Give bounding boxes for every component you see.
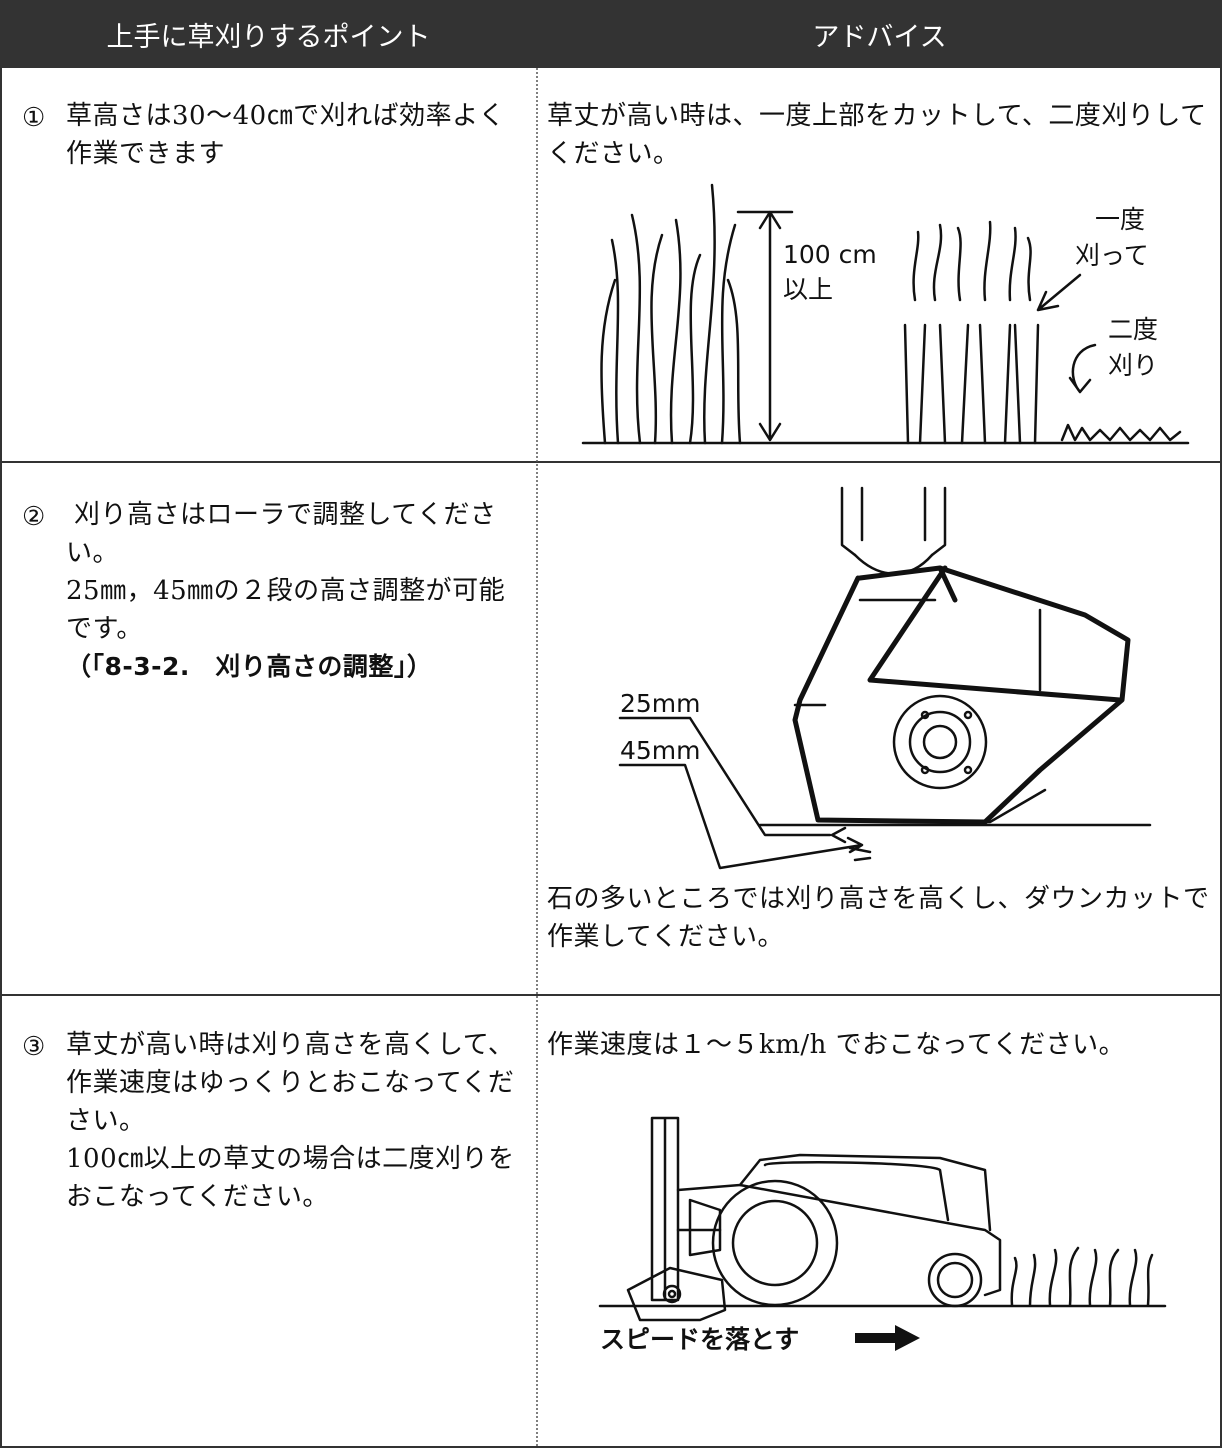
point-text: 草高さは30〜40㎝で刈れば効率よく作業できます (66, 101, 506, 169)
figure-label: 刈り (1108, 351, 1158, 380)
figure-label: 刈って (1075, 241, 1149, 270)
figure-label: 一度 (1095, 205, 1145, 234)
figure-label: 25mm (620, 689, 701, 718)
speed-arrow (855, 1325, 920, 1351)
point-text: 草丈が高い時は刈り高さを高くして、作業速度はゆっくりとおこなってください。 10… (66, 1026, 531, 1216)
figure-label: 二度 (1108, 315, 1158, 344)
advice-text: 作業速度は１～５km/h でおこなってください。 (547, 1030, 1126, 1060)
header-cell: アドバイス (537, 0, 1222, 68)
figure-label: 100 cm (783, 240, 877, 269)
point-line: （「8-3-2. 刈り高さの調整」） (66, 652, 433, 681)
advice-text: 石の多いところでは刈り高さを高くし、ダウンカットで作業してください。 (547, 884, 1210, 952)
figure-label: スピードを落とす (600, 1325, 799, 1354)
figure-label: 45mm (620, 736, 701, 765)
point-line: 100㎝以上の草丈の場合は二度刈りをおこなってください。 (66, 1144, 515, 1212)
point-text: 刈り高さはローラで調整してください。 25㎜，45㎜の２段の高さ調整が可能です。… (66, 496, 531, 686)
tractor-figure (598, 1116, 1167, 1322)
point-number: ③ (22, 1032, 46, 1062)
point-line: 25㎜，45㎜の２段の高さ調整が可能です。 (66, 576, 506, 644)
figure-label: 以上 (783, 275, 833, 304)
point-line: 草丈が高い時は刈り高さを高くして、作業速度はゆっくりとおこなってください。 (66, 1030, 515, 1136)
header-cell: 上手に草刈りするポイント (0, 0, 537, 68)
point-number: ① (22, 103, 46, 133)
grass-figure (581, 183, 1190, 445)
mower-figure (618, 486, 1152, 870)
point-number: ② (22, 502, 46, 532)
advice-text: 草丈が高い時は、一度上部をカットして、二度刈りしてください。 (547, 101, 1207, 169)
point-line: 刈り高さはローラで調整してください。 (66, 500, 497, 568)
